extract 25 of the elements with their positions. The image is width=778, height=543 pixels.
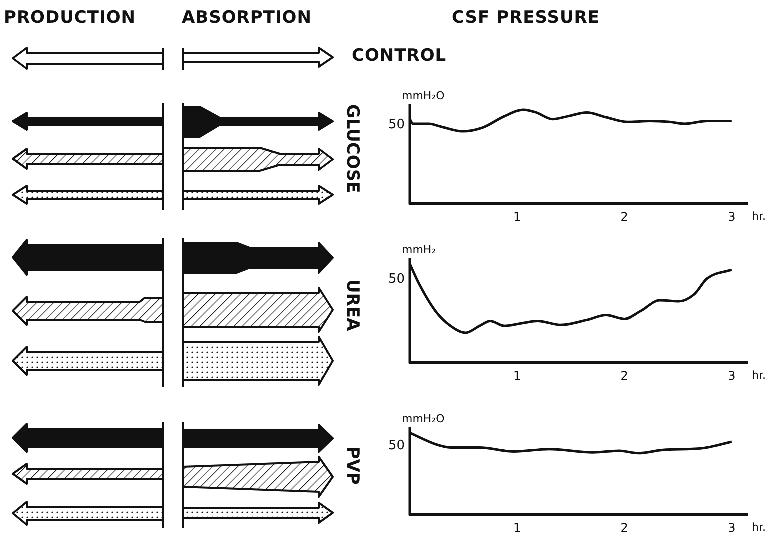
text: ABSORPTION xyxy=(182,8,312,28)
x-tick-label: 3 xyxy=(728,520,736,535)
x-tick-label: 2 xyxy=(620,210,628,224)
x-axis-title: hr. xyxy=(752,210,766,223)
x-axis-title: hr. xyxy=(752,368,766,382)
x-tick-label: 1 xyxy=(513,210,522,224)
y-axis-title: mmH₂ xyxy=(402,243,436,256)
text: CSF PRESSURE xyxy=(452,8,600,28)
text: PRODUCTION xyxy=(4,8,136,28)
text: UREA xyxy=(342,279,363,332)
x-tick-label: 1 xyxy=(513,520,522,535)
text: 50 xyxy=(388,438,405,454)
x-tick-label: 1 xyxy=(513,368,522,383)
y-axis-title: mmH₂O xyxy=(402,412,446,426)
x-tick-label: 3 xyxy=(728,368,736,383)
text: GLUCOSE xyxy=(342,104,363,194)
x-tick-label: 2 xyxy=(620,520,628,535)
text: 50 xyxy=(388,117,405,132)
x-tick-label: 3 xyxy=(728,210,736,224)
x-tick-label: 2 xyxy=(620,368,628,383)
y-axis-title: mmH₂O xyxy=(402,89,446,102)
x-axis-title: hr. xyxy=(752,520,766,534)
text: 50 xyxy=(388,272,405,288)
text: CONTROL xyxy=(352,46,447,66)
text: PVP xyxy=(342,446,363,485)
